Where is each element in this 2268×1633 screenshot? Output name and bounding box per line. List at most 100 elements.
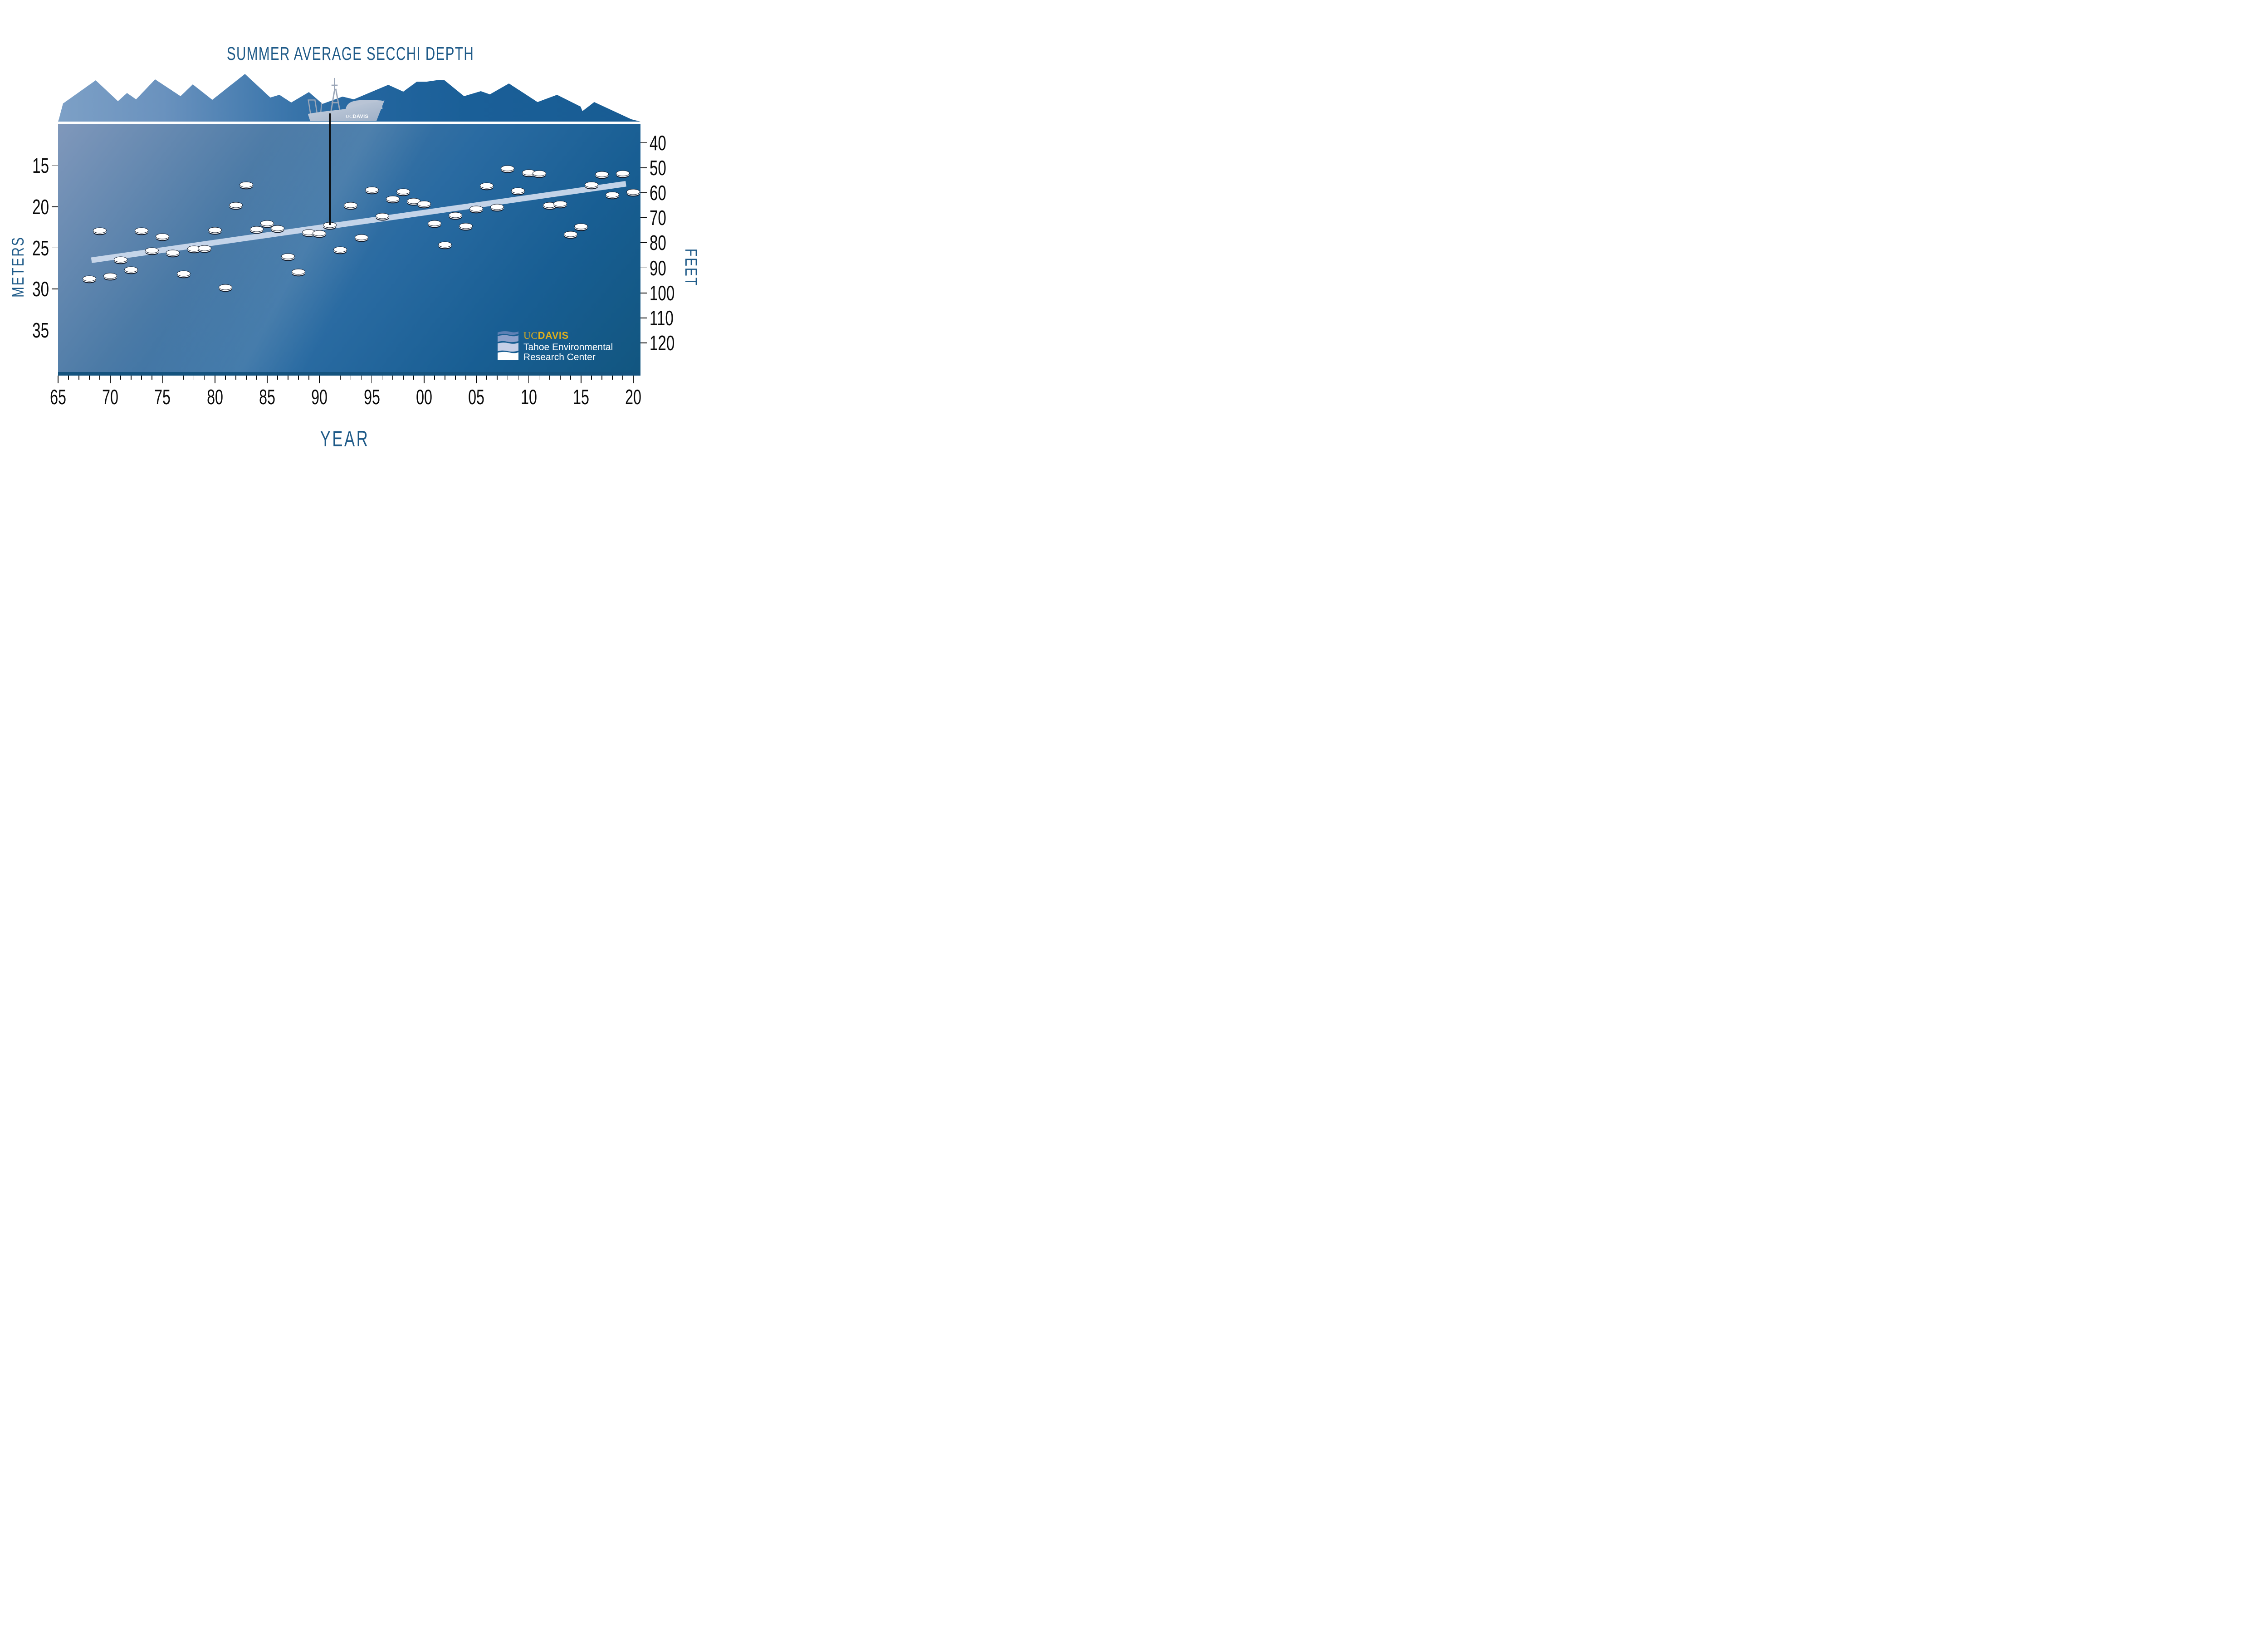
x-tick-2015 — [580, 376, 582, 383]
x-tick-1978 — [193, 376, 195, 380]
x-tick-1967 — [78, 376, 79, 380]
feet-tick-60 — [640, 192, 647, 193]
chart-canvas: SUMMER AVERAGE SECCHI DEPTH — [0, 0, 701, 467]
x-tick-label-15: 15 — [572, 385, 589, 409]
x-tick-1999 — [413, 376, 414, 380]
secchi-disc-2018 — [605, 191, 619, 198]
x-tick-1973 — [141, 376, 142, 380]
secchi-disc-2020 — [626, 189, 640, 195]
secchi-disc-1970 — [103, 273, 117, 279]
x-tick-1989 — [308, 376, 310, 380]
meters-tick-35 — [52, 329, 58, 331]
secchi-disc-2016 — [584, 181, 598, 188]
x-tick-1975 — [162, 376, 163, 383]
x-tick-1981 — [225, 376, 226, 380]
secchi-disc-1984 — [249, 226, 264, 232]
secchi-disc-1998 — [396, 188, 410, 195]
meters-tick-25 — [52, 247, 58, 249]
feet-tick-120 — [640, 342, 647, 343]
secchi-disc-2007 — [490, 204, 504, 210]
secchi-disc-1982 — [229, 202, 243, 208]
x-tick-2017 — [601, 376, 602, 380]
secchi-disc-1969 — [93, 227, 107, 234]
x-tick-label-70: 70 — [102, 385, 118, 409]
secchi-disc-2014 — [563, 231, 577, 237]
x-tick-label-85: 85 — [259, 385, 275, 409]
x-axis-line — [58, 372, 640, 376]
secchi-disc-1997 — [386, 196, 400, 202]
secchi-disc-1979 — [197, 245, 211, 251]
x-tick-1986 — [277, 376, 278, 380]
feet-label-40: 40 — [650, 131, 666, 155]
secchi-disc-1976 — [166, 249, 180, 256]
feet-label-60: 60 — [650, 181, 666, 205]
x-tick-1982 — [235, 376, 236, 380]
x-tick-2000 — [424, 376, 425, 383]
meters-label-20: 20 — [32, 195, 49, 219]
x-tick-1994 — [361, 376, 362, 380]
x-tick-2014 — [570, 376, 571, 380]
x-tick-1970 — [110, 376, 111, 383]
x-tick-1988 — [298, 376, 299, 380]
x-tick-label-95: 95 — [363, 385, 380, 409]
secchi-disc-1975 — [156, 233, 170, 240]
boat-label-davis: DAVIS — [352, 114, 369, 119]
secchi-disc-2003 — [449, 212, 463, 218]
x-tick-2003 — [455, 376, 456, 380]
x-tick-1998 — [402, 376, 404, 380]
secchi-disc-1974 — [145, 247, 159, 254]
x-tick-1983 — [246, 376, 247, 380]
secchi-disc-1987 — [281, 253, 295, 259]
secchi-disc-2008 — [501, 165, 515, 171]
y-axis-title-left: METERS — [9, 236, 27, 298]
logo-line1: Tahoe Environmental — [523, 342, 613, 352]
x-tick-1985 — [267, 376, 268, 383]
x-tick-2011 — [538, 376, 540, 380]
feet-label-120: 120 — [650, 331, 675, 355]
secchi-disc-2009 — [511, 187, 525, 194]
secchi-disc-1993 — [344, 202, 358, 208]
secchi-disc-2000 — [417, 200, 431, 207]
secchi-disc-2002 — [438, 241, 452, 248]
mountain-silhouette-icon — [58, 74, 640, 122]
x-tick-1971 — [120, 376, 121, 380]
x-tick-1991 — [329, 376, 331, 380]
x-tick-2016 — [591, 376, 592, 380]
secchi-disc-2017 — [595, 171, 609, 177]
meters-label-30: 30 — [32, 277, 49, 301]
meters-tick-20 — [52, 206, 58, 207]
x-tick-label-75: 75 — [154, 385, 171, 409]
x-tick-1984 — [256, 376, 257, 380]
wave-bands-icon — [498, 331, 518, 360]
secchi-disc-2011 — [532, 170, 546, 176]
secchi-disc-1988 — [292, 269, 306, 275]
feet-tick-90 — [640, 267, 647, 269]
secchi-disc-1968 — [82, 275, 96, 281]
secchi-disc-1972 — [124, 266, 138, 273]
x-tick-1990 — [319, 376, 320, 383]
feet-tick-40 — [640, 142, 647, 143]
feet-label-80: 80 — [650, 231, 666, 255]
x-tick-1966 — [68, 376, 69, 380]
feet-label-110: 110 — [650, 306, 674, 330]
x-tick-1977 — [183, 376, 184, 380]
secchi-disc-2004 — [459, 223, 473, 229]
feet-tick-80 — [640, 242, 647, 244]
x-tick-2020 — [633, 376, 634, 383]
secchi-disc-1985 — [260, 220, 274, 226]
research-boat-icon — [308, 78, 385, 122]
secchi-disc-1971 — [114, 256, 128, 263]
x-tick-label-65: 65 — [49, 385, 66, 409]
x-tick-1969 — [99, 376, 100, 380]
lake-water-area — [58, 124, 640, 372]
x-tick-2001 — [434, 376, 435, 380]
feet-label-100: 100 — [650, 281, 675, 305]
x-tick-label-80: 80 — [206, 385, 223, 409]
y-axis-title-right: FEET — [682, 248, 700, 287]
x-tick-2010 — [528, 376, 529, 383]
logo-uc: UC — [523, 330, 538, 341]
secchi-disc-1990 — [313, 230, 327, 236]
x-tick-1997 — [392, 376, 393, 380]
secchi-disc-2006 — [480, 182, 494, 189]
secchi-disc-2001 — [427, 220, 441, 226]
